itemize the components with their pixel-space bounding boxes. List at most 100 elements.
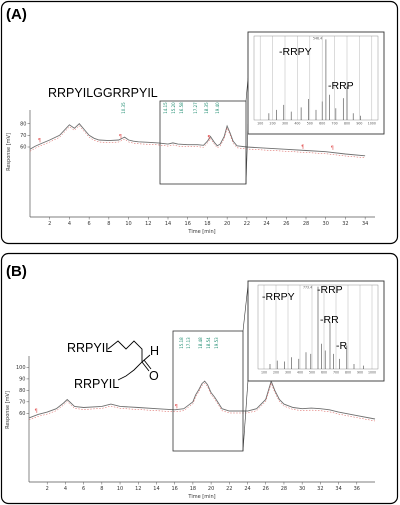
x-tick-label: 32	[342, 221, 348, 227]
inset-tick-label: 200	[273, 371, 279, 375]
inset-tick-label: 100	[261, 371, 267, 375]
panel-a-inset: 100 200 300 400 500 600 700 800 900 1000 546.4 -R…	[247, 31, 385, 135]
inset-tick-label: 900	[356, 122, 362, 126]
panel-a-xlabel: Time [min]	[187, 229, 215, 235]
x-tick-label: 28	[281, 486, 287, 492]
x-tick-label: 10	[117, 486, 123, 492]
fraction-mark: ¶	[207, 135, 210, 141]
panel-b-inset-ticks: 100 200 300 400 500 600 700 800 900 1000	[261, 371, 376, 375]
x-tick-label: 22	[226, 486, 232, 492]
panel-a-inset-ticks: 100 200 300 400 500 600 700 800 900 1000	[257, 122, 376, 126]
fraction-mark: ¶	[175, 404, 178, 410]
y-tick-label: 100	[16, 365, 26, 371]
panel-a-zoom-box	[159, 100, 247, 185]
x-tick-label: 8	[100, 486, 103, 492]
x-tick-label: 36	[354, 486, 360, 492]
panel-a-fragment-rrpy: -RRPY	[279, 46, 312, 58]
peak-label: 19.53	[214, 337, 219, 349]
x-tick-label: 6	[88, 221, 91, 227]
x-tick-label: 24	[263, 221, 269, 227]
integration-baseline	[29, 125, 366, 159]
panel-b-zoom-box	[172, 330, 244, 452]
x-tick-label: 20	[224, 221, 230, 227]
panel-b-peak-tags: 15.18 17.13 18.48 18.54 19.53	[179, 337, 219, 349]
peak-label: 17.27	[193, 102, 198, 114]
structure-atom-o: O	[149, 369, 159, 383]
x-tick-label: 6	[82, 486, 85, 492]
y-tick-label: 60	[20, 145, 26, 151]
inset-tick-label: 300	[285, 371, 291, 375]
inset-tick-label: 800	[345, 371, 351, 375]
inset-tick-label: 500	[307, 122, 313, 126]
panel-a-yticks: 60 70 80	[20, 121, 30, 151]
x-tick-label: 10	[125, 221, 131, 227]
y-tick-label: 80	[20, 121, 26, 127]
inset-tick-label: 100	[257, 122, 263, 126]
panel-b-ylabel: Response [mV]	[5, 391, 11, 429]
panel-b-xlabel: Time [min]	[187, 494, 215, 500]
panel-b-inset-grid	[263, 285, 373, 369]
x-tick-label: 14	[153, 486, 159, 492]
x-tick-label: 34	[335, 486, 341, 492]
panel-a-ylabel: Response [mV]	[6, 133, 12, 171]
x-tick-label: 32	[317, 486, 323, 492]
inset-tick-label: 800	[344, 122, 350, 126]
fraction-mark: ¶	[38, 138, 41, 144]
panel-b-connector-bottom	[242, 379, 249, 452]
structure-chain-bond	[107, 340, 143, 377]
peak-label: 15.20	[171, 102, 176, 114]
panel-b-xticks: 2 4 6 8 10 12 14 16 18 20 22 24 26 28 30 32 34 36	[46, 482, 360, 492]
y-tick-label: 80	[19, 388, 25, 394]
panel-a-axes: Time [min] Response [mV] 2 4 6 8 10 12 14 16 18 2…	[6, 110, 375, 235]
inset-tick-label: 400	[294, 122, 300, 126]
chromatogram-trace	[29, 123, 366, 157]
inset-tick-label: 300	[282, 122, 288, 126]
panel-a-inset-top-value: 546.4	[313, 37, 322, 41]
structure-bottom-chain: RRPYIL	[74, 377, 119, 391]
peak-label: 15.18	[179, 337, 184, 349]
x-tick-label: 2	[46, 486, 49, 492]
integration-baseline	[28, 382, 376, 422]
fraction-mark: ¶	[34, 408, 37, 414]
panel-b: (B) RRPYIL RRPYIL O H Time [min] Respons…	[0, 252, 399, 505]
fraction-mark: ¶	[331, 146, 334, 152]
panel-a: (A) RRPYILGGRRPYIL Time [min] Response […	[0, 0, 399, 245]
panel-b-inset: 100 200 300 400 500 600 700 800 900 1000 773.4 -R…	[247, 280, 385, 382]
x-tick-label: 16	[185, 221, 191, 227]
x-tick-label: 2	[48, 221, 51, 227]
inset-tick-label: 900	[357, 371, 363, 375]
x-tick-label: 26	[263, 486, 269, 492]
x-tick-label: 4	[68, 221, 71, 227]
peak-label: 19.40	[215, 102, 220, 114]
x-tick-label: 30	[323, 221, 329, 227]
panel-b-inset-lines	[269, 286, 364, 369]
inset-tick-label: 700	[332, 122, 338, 126]
x-tick-label: 34	[362, 221, 368, 227]
inset-tick-label: 600	[319, 122, 325, 126]
y-tick-label: 90	[19, 377, 25, 383]
inset-tick-label: 200	[270, 122, 276, 126]
chromatogram-trace	[28, 379, 376, 420]
y-tick-label: 70	[19, 400, 25, 406]
peak-label: 14.15	[163, 102, 168, 114]
x-tick-label: 18	[190, 486, 196, 492]
x-tick-label: 20	[208, 486, 214, 492]
panel-a-label: (A)	[6, 6, 27, 23]
panel-b-structure: RRPYIL RRPYIL O H	[67, 340, 159, 391]
peak-label: 18.35	[204, 102, 209, 114]
x-tick-label: 26	[283, 221, 289, 227]
panel-b-connector-top	[242, 284, 249, 332]
panel-a-peak-tags: 10.35 14.15 15.20 16.58 17.27 18.35 19.40	[121, 102, 220, 114]
inset-tick-label: 600	[321, 371, 327, 375]
y-tick-label: 70	[20, 133, 26, 139]
inset-tick-label: 500	[309, 371, 315, 375]
x-tick-label: 16	[171, 486, 177, 492]
x-tick-label: 12	[145, 221, 151, 227]
peak-label: 10.35	[121, 102, 126, 114]
panel-b-fragment-r: -R	[336, 340, 347, 352]
inset-tick-label: 1000	[368, 122, 376, 126]
panel-a-plot: ¶ ¶ ¶ ¶ ¶	[29, 123, 366, 159]
inset-tick-label: 400	[297, 371, 303, 375]
peak-label: 18.54	[206, 337, 211, 349]
